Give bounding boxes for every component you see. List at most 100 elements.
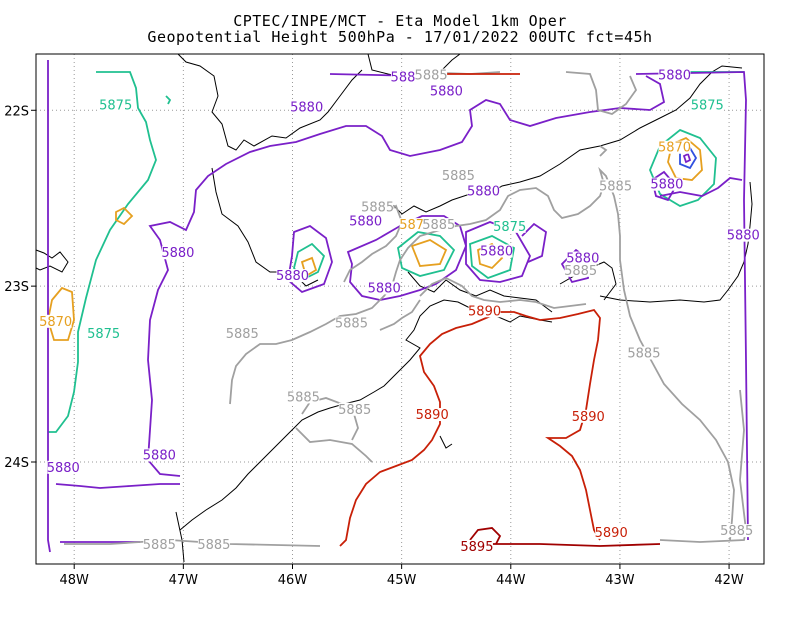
contour-label: 5890 <box>416 408 449 423</box>
contour-label-bg <box>468 304 501 318</box>
contour-label-bg <box>335 316 368 330</box>
contour-label-bg <box>480 244 513 258</box>
contour-label: 5885 <box>226 327 259 342</box>
contour-label: 5880 <box>47 461 80 476</box>
contour-label: 5880 <box>276 269 309 284</box>
contour-label-bg <box>87 327 120 341</box>
contour-5875-center-1 <box>293 242 326 282</box>
contour-label-bg <box>460 539 493 553</box>
contour-5870-east-high <box>667 136 703 181</box>
contour-label-bg <box>349 214 382 228</box>
x-tick-label: 44W <box>496 573 526 588</box>
contour-label: 5870 <box>658 141 691 156</box>
contour-label: 5880 <box>290 100 323 115</box>
contour-label: 5885 <box>338 403 371 418</box>
contour-label-bg <box>564 263 597 277</box>
contour-lines <box>47 60 749 553</box>
contour-label-bg <box>467 184 500 198</box>
contour-label-bg <box>143 538 176 552</box>
contour-5870-center-2 <box>410 239 448 267</box>
contour-5880-sw <box>55 483 180 489</box>
contour-5880-east-edge <box>635 71 749 541</box>
contour-5885-inner-5 <box>379 299 421 331</box>
contour-5875-small <box>165 95 172 105</box>
contour-label-bg <box>226 327 259 341</box>
contour-5880-west-edge <box>47 60 51 553</box>
contour-label: 5880 <box>368 281 401 296</box>
contour-label: 5885 <box>627 346 660 361</box>
contour-label: 5880 <box>349 215 382 230</box>
contour-5875-east-high <box>649 128 717 207</box>
contour-label-bg <box>422 218 455 232</box>
x-tick-label: 42W <box>714 573 744 588</box>
y-tick-label: 23S <box>4 280 29 295</box>
contour-5880-main <box>147 75 666 477</box>
coast-guanabara <box>407 271 553 313</box>
state-border-rj-mg <box>379 65 743 215</box>
contour-label-bg <box>338 402 371 416</box>
contour-label-bg <box>361 200 394 214</box>
contour-label-bg <box>99 98 132 112</box>
contour-label-bg <box>595 525 628 539</box>
plot-area <box>36 54 764 564</box>
contour-label-bg <box>290 100 323 114</box>
contour-label: 5890 <box>572 410 605 425</box>
coast-west-inlet <box>35 249 69 273</box>
contour-label: 5885 <box>287 390 320 405</box>
contour-label: 5885 <box>422 218 455 233</box>
contour-label: 5885 <box>599 179 632 194</box>
contour-5885-ne <box>565 71 638 115</box>
contour-label-bg <box>650 177 683 191</box>
contour-label-bg <box>391 70 424 84</box>
contour-label: 5890 <box>468 304 501 319</box>
contour-label-bg <box>143 448 176 462</box>
contour-label: 5880 <box>650 178 683 193</box>
contour-5885-small <box>599 145 608 157</box>
contour-high-center-inner <box>682 152 692 164</box>
contour-label: 5880 <box>727 229 760 244</box>
contour-label-bg <box>599 179 632 193</box>
contour-5895-loop <box>469 527 502 545</box>
contour-label-bg <box>161 246 194 260</box>
contour-label: 5890 <box>595 526 628 541</box>
contour-label-bg <box>47 460 80 474</box>
contour-label: 5875 <box>493 220 526 235</box>
contour-label-bg <box>658 68 691 82</box>
contour-label-bg <box>572 409 605 423</box>
contour-5880-center-4 <box>521 222 547 263</box>
contour-label-bg <box>627 346 660 360</box>
y-tick-label: 22S <box>4 104 29 119</box>
title-line-2: Geopotential Height 500hPa - 17/01/2022 … <box>147 28 653 46</box>
contour-5885-inner-3 <box>295 427 373 463</box>
contour-label: 5885 <box>335 317 368 332</box>
contour-5890 <box>339 308 601 547</box>
contour-label: 5880 <box>430 84 463 99</box>
state-border-sp-mg <box>177 53 363 151</box>
contour-label-bg <box>691 98 724 112</box>
contour-label: 5885 <box>720 524 753 539</box>
plot-frame <box>35 53 765 565</box>
contour-5870-west-small <box>115 206 134 226</box>
contour-5895-south-edge <box>470 543 661 547</box>
contour-label-bg <box>416 408 449 422</box>
y-tick-label: 24S <box>4 456 29 471</box>
contour-5885-inner-4 <box>419 277 587 309</box>
contour-label: 5880 <box>143 448 176 463</box>
contour-label: 5885 <box>143 538 176 553</box>
contour-label: 5885 <box>361 201 394 216</box>
axes: 48W 47W 46W 45W 44W 43W 42W 22S 23S 24S <box>4 104 744 588</box>
x-tick-label: 48W <box>59 573 89 588</box>
x-tick-label: 45W <box>387 573 417 588</box>
contour-label: 5885 <box>442 169 475 184</box>
contour-5875-center-3 <box>469 235 516 280</box>
contour-label: 5875 <box>99 99 132 114</box>
contour-label: 5880 <box>566 252 599 267</box>
contour-label-bg <box>566 251 599 265</box>
contour-label: 5875 <box>87 327 120 342</box>
contour-label: 5895 <box>460 540 493 555</box>
contour-5885-inner-1 <box>343 204 403 283</box>
contour-label-bg <box>658 140 691 154</box>
contour-label-bg <box>415 68 448 82</box>
